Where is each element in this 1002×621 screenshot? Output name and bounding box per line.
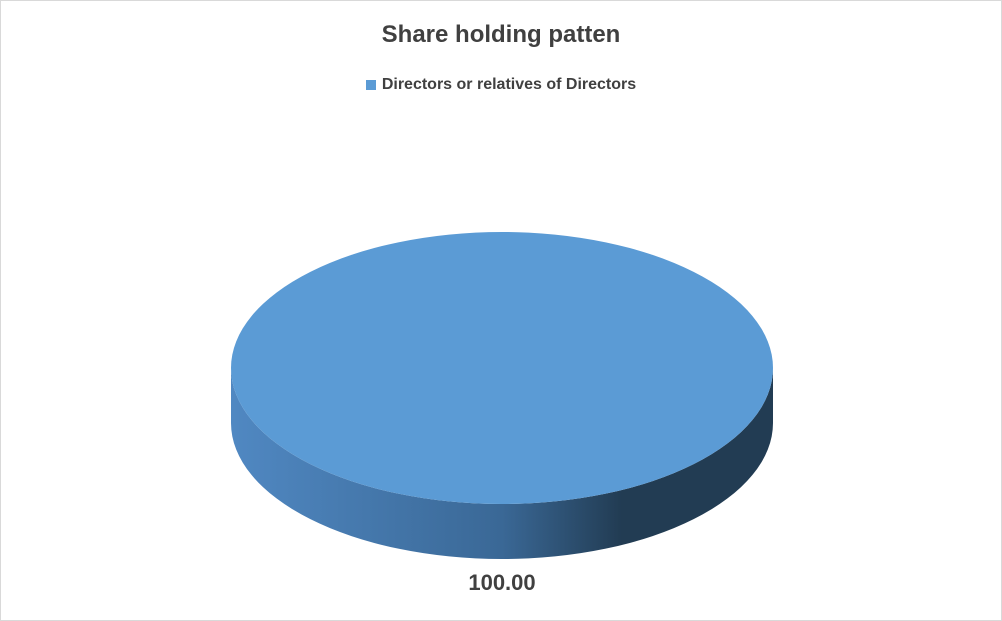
pie-slice-directors <box>231 232 773 504</box>
data-label: 100.00 <box>468 570 535 595</box>
legend: Directors or relatives of Directors <box>1 76 1001 94</box>
legend-swatch <box>365 80 376 90</box>
legend-label: Directors or relatives of Directors <box>381 76 637 93</box>
pie-slice-side <box>231 368 773 559</box>
chart-title: Share holding patten <box>381 21 621 48</box>
